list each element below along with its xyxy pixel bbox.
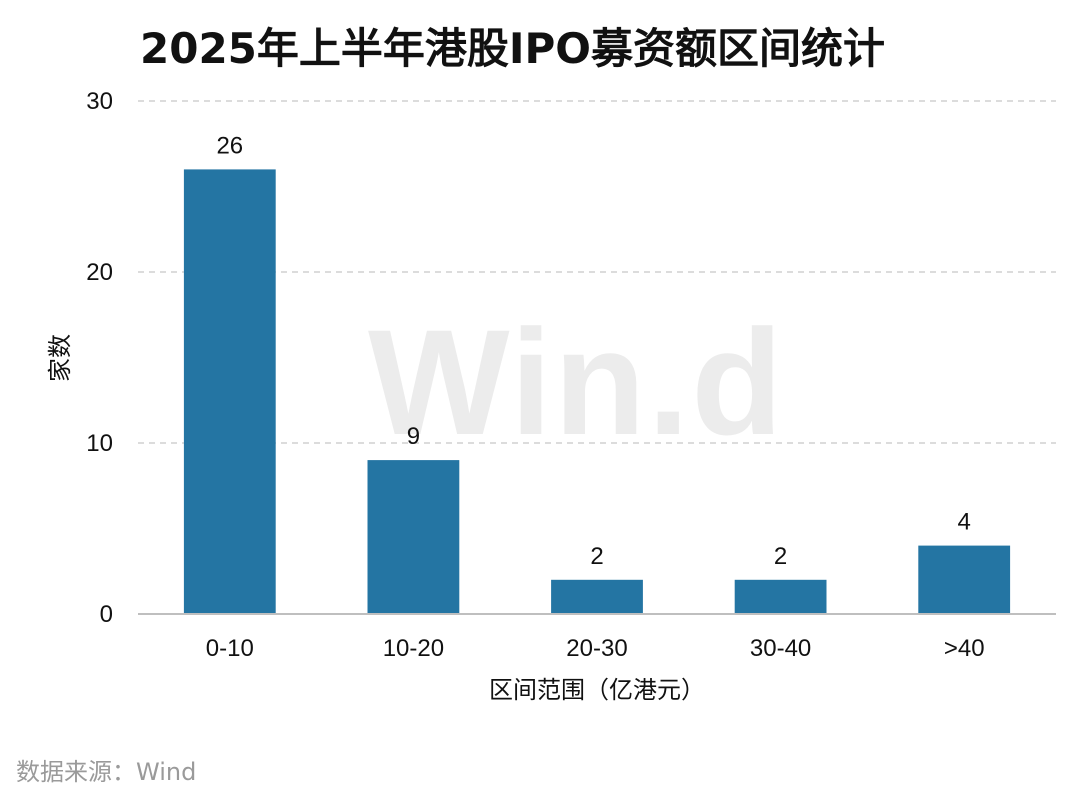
y-tick-label: 30 — [86, 88, 113, 115]
x-tick-label: 20-30 — [566, 635, 627, 662]
chart-title: 2025年上半年港股IPO募资额区间统计 — [140, 24, 886, 73]
y-tick-label: 10 — [86, 430, 113, 457]
bars — [183, 169, 1011, 614]
data-label: 2 — [774, 543, 787, 570]
data-labels: 26 9 2 2 4 — [216, 132, 970, 569]
bar — [367, 460, 460, 614]
data-label: 26 — [216, 132, 243, 159]
bar — [918, 545, 1011, 614]
x-axis-label: 区间范围（亿港元） — [489, 676, 705, 704]
watermark-logo: Win.d — [368, 298, 785, 466]
data-label: 2 — [590, 543, 603, 570]
data-label: 9 — [407, 423, 420, 450]
bar — [734, 579, 827, 614]
x-tick-label: >40 — [944, 635, 985, 662]
x-axis-ticks: 0-10 10-20 20-30 30-40 >40 — [206, 635, 985, 662]
grid-lines — [138, 100, 1056, 444]
y-axis-label: 家数 — [46, 334, 74, 382]
y-tick-label: 0 — [100, 601, 113, 628]
x-tick-label: 30-40 — [750, 635, 811, 662]
bar — [551, 579, 643, 614]
data-label: 4 — [958, 509, 971, 536]
y-axis-ticks: 0 10 20 30 — [86, 88, 113, 628]
data-source-note: 数据来源：Wind — [16, 758, 197, 786]
x-tick-label: 0-10 — [206, 635, 254, 662]
y-tick-label: 20 — [86, 259, 113, 286]
bar — [183, 169, 276, 614]
x-tick-label: 10-20 — [383, 635, 444, 662]
